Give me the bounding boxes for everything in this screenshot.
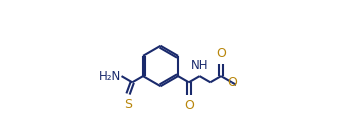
Text: NH: NH	[191, 59, 208, 72]
Text: O: O	[227, 76, 237, 89]
Text: O: O	[216, 47, 226, 60]
Text: S: S	[124, 98, 132, 111]
Text: O: O	[184, 99, 194, 112]
Text: H₂N: H₂N	[98, 70, 121, 83]
